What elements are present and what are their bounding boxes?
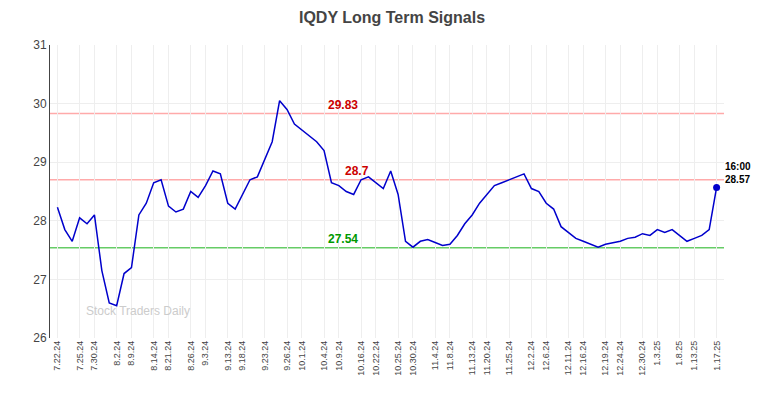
svg-text:12.30.24: 12.30.24	[637, 341, 647, 376]
svg-text:10.9.24: 10.9.24	[334, 341, 344, 371]
svg-text:11.25.24: 11.25.24	[504, 341, 514, 375]
svg-text:29: 29	[33, 155, 47, 169]
svg-text:11.4.24: 11.4.24	[430, 341, 440, 370]
svg-text:27.54: 27.54	[328, 232, 358, 246]
svg-text:9.13.24: 9.13.24	[223, 341, 233, 371]
svg-text:12.19.24: 12.19.24	[600, 341, 610, 376]
svg-text:12.24.24: 12.24.24	[615, 341, 625, 376]
svg-text:8.2.24: 8.2.24	[112, 341, 122, 366]
svg-text:8.21.24: 8.21.24	[163, 341, 173, 371]
svg-text:16:0028.57: 16:0028.57	[725, 161, 751, 185]
svg-text:12.2.24: 12.2.24	[526, 341, 536, 371]
svg-text:28.7: 28.7	[345, 164, 369, 178]
svg-text:12.6.24: 12.6.24	[541, 341, 551, 371]
svg-text:11.13.24: 11.13.24	[467, 341, 477, 375]
svg-text:1.3.25: 1.3.25	[652, 341, 662, 366]
svg-text:IQDY Long Term Signals: IQDY Long Term Signals	[299, 9, 485, 26]
svg-text:1.13.25: 1.13.25	[689, 341, 699, 371]
svg-text:9.23.24: 9.23.24	[260, 341, 270, 371]
svg-text:10.16.24: 10.16.24	[356, 341, 366, 376]
svg-text:1.8.25: 1.8.25	[674, 341, 684, 366]
svg-text:26: 26	[33, 331, 47, 345]
svg-text:10.22.24: 10.22.24	[371, 341, 381, 376]
svg-text:27: 27	[33, 273, 47, 287]
svg-text:10.4.24: 10.4.24	[319, 341, 329, 371]
svg-text:9.3.24: 9.3.24	[200, 341, 210, 366]
svg-text:31: 31	[33, 38, 47, 52]
svg-text:8.9.24: 8.9.24	[126, 341, 136, 366]
svg-text:8.26.24: 8.26.24	[186, 341, 196, 371]
svg-text:30: 30	[33, 97, 47, 111]
svg-text:10.30.24: 10.30.24	[408, 341, 418, 376]
svg-text:11.8.24: 11.8.24	[445, 341, 455, 370]
svg-text:12.16.24: 12.16.24	[578, 341, 588, 376]
svg-text:11.20.24: 11.20.24	[482, 341, 492, 375]
svg-text:10.1.24: 10.1.24	[297, 341, 307, 371]
svg-text:Stock Traders Daily: Stock Traders Daily	[86, 304, 190, 318]
svg-text:7.22.24: 7.22.24	[52, 341, 62, 371]
svg-text:28: 28	[33, 214, 47, 228]
svg-text:10.25.24: 10.25.24	[393, 341, 403, 376]
svg-text:29.83: 29.83	[328, 98, 358, 112]
svg-text:9.26.24: 9.26.24	[282, 341, 292, 371]
svg-text:9.18.24: 9.18.24	[237, 341, 247, 371]
svg-text:12.11.24: 12.11.24	[563, 341, 573, 375]
svg-text:1.17.25: 1.17.25	[712, 341, 722, 371]
svg-text:7.25.24: 7.25.24	[75, 341, 85, 371]
svg-text:8.14.24: 8.14.24	[149, 341, 159, 371]
svg-text:7.30.24: 7.30.24	[89, 341, 99, 371]
